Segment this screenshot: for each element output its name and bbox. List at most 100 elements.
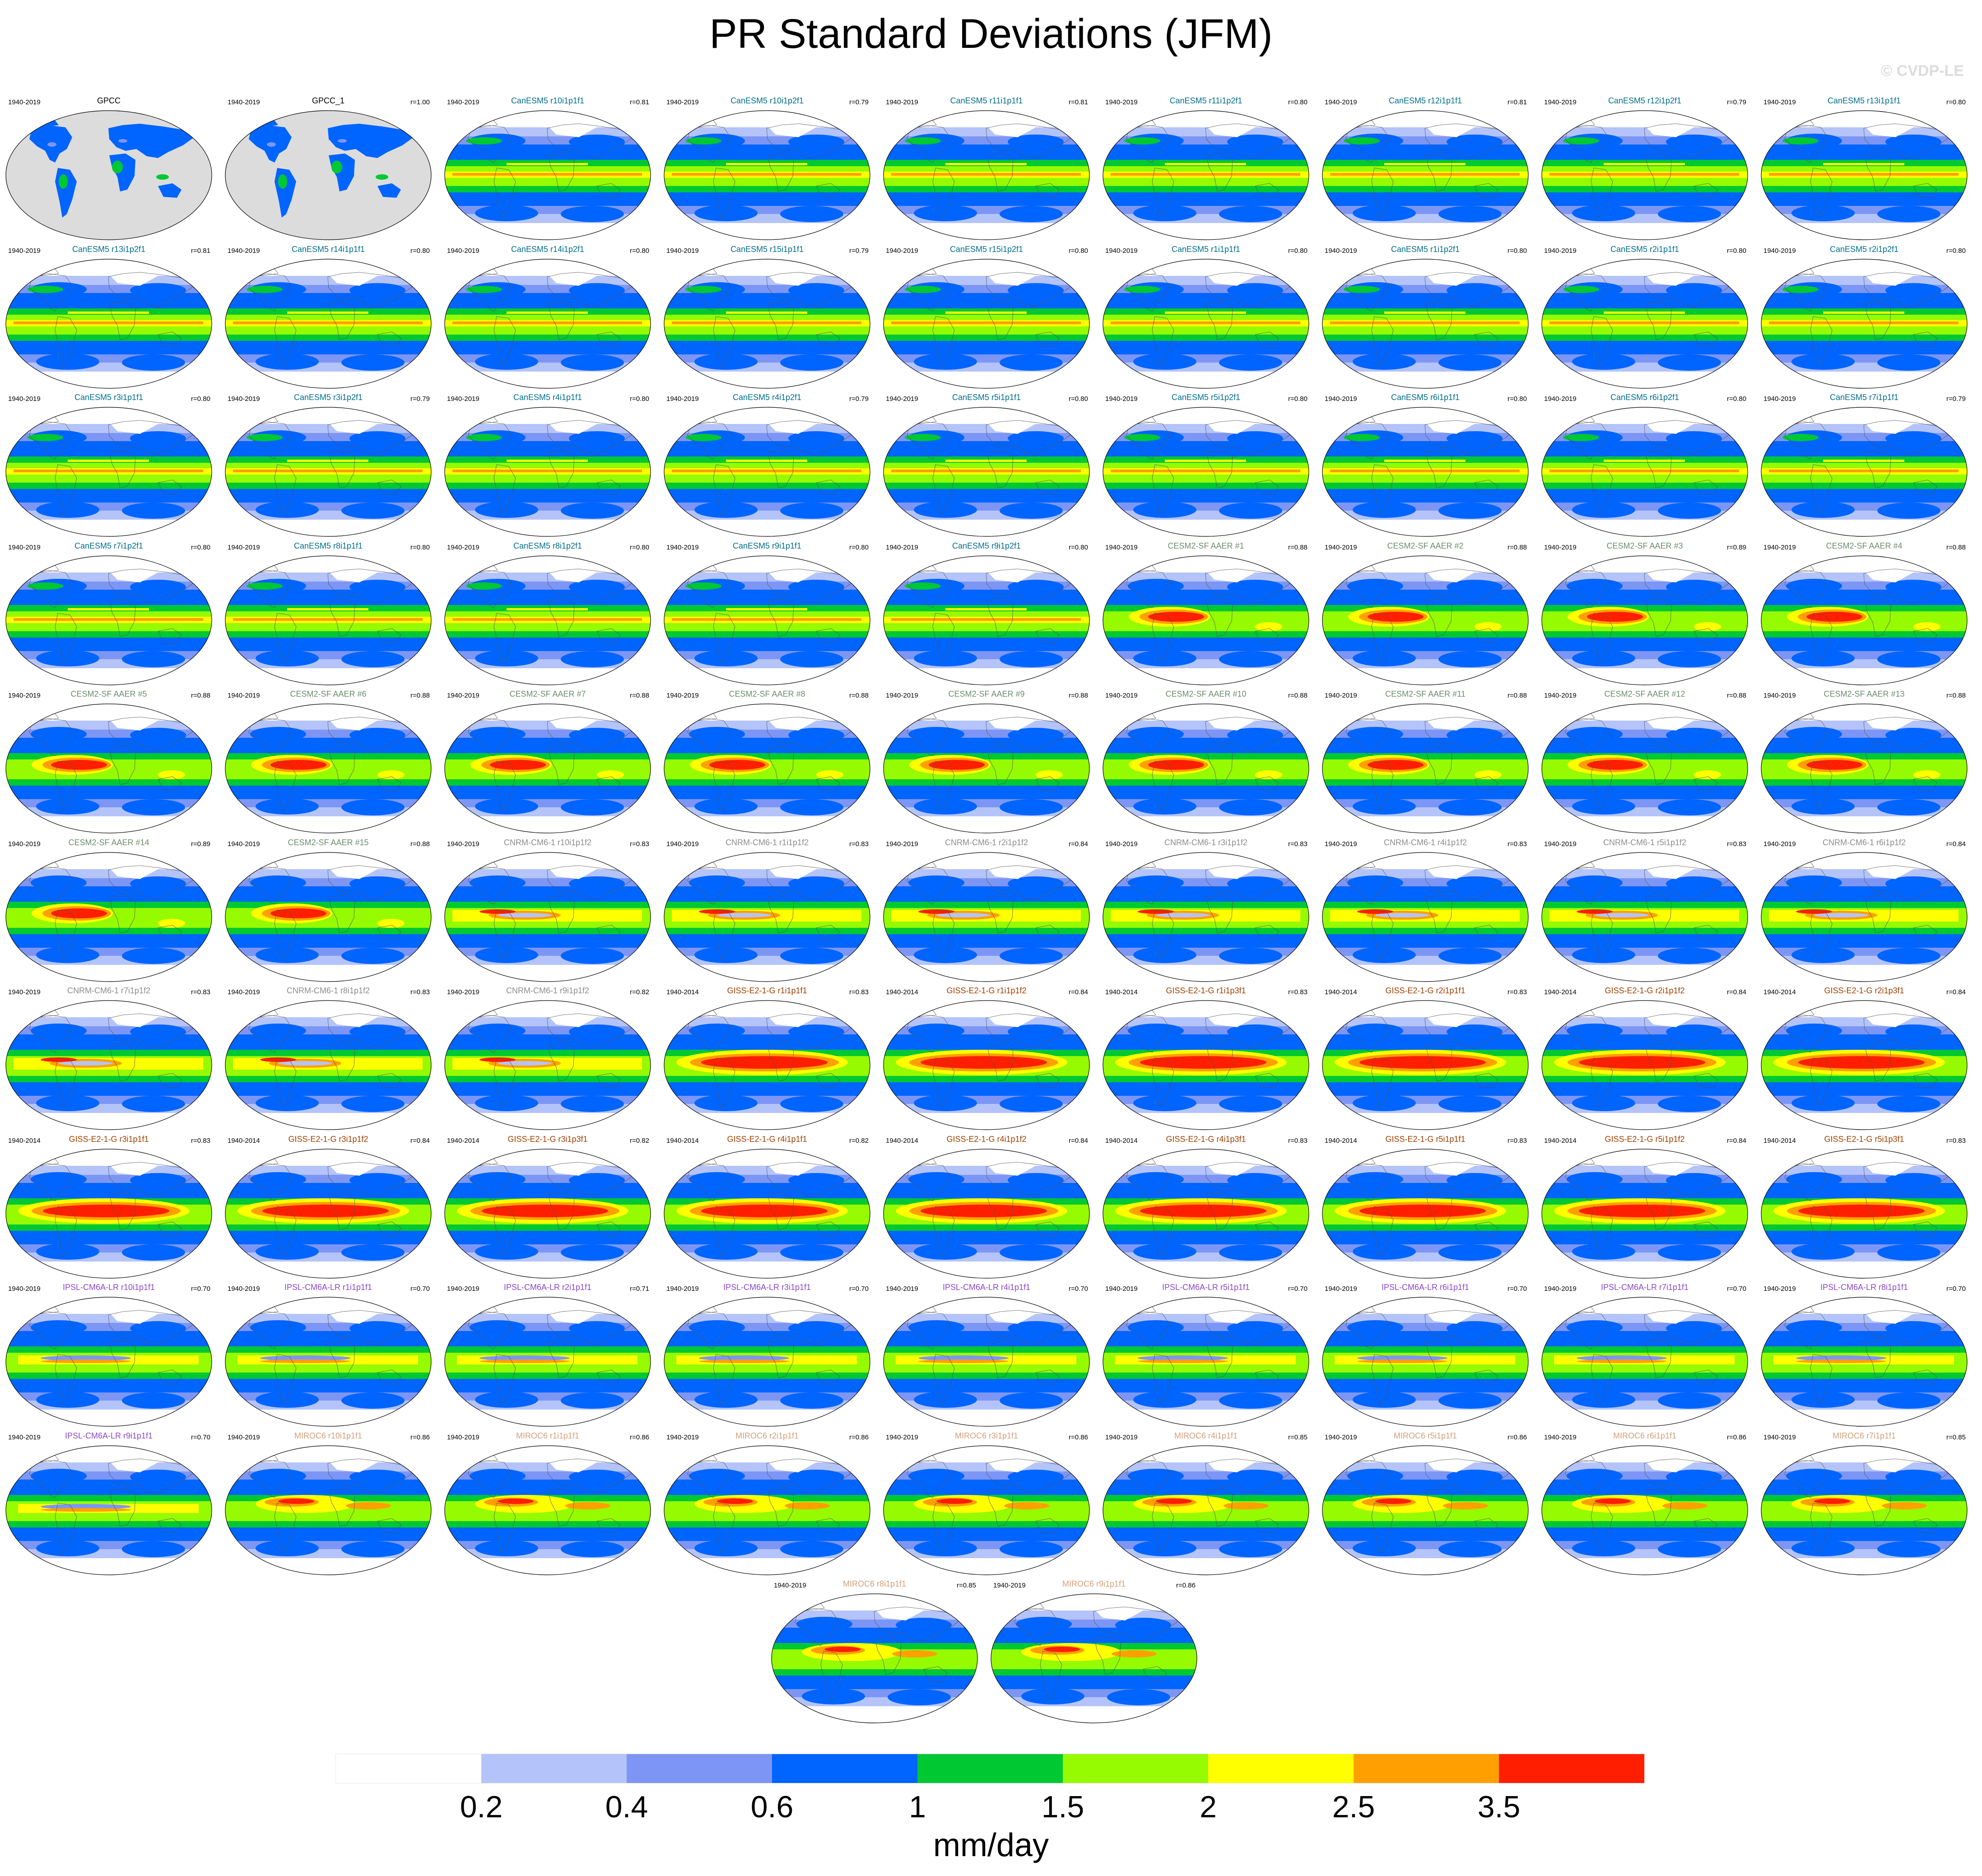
panel-years: 1940-2019 [228, 988, 260, 996]
map-panel: 1940-2019 CanESM5 r3i1p2f1 r=0.79 [221, 392, 435, 540]
map-panel: 1940-2019 MIROC6 r7i1p1f1 r=0.85 [1757, 1431, 1971, 1579]
panel-title: IPSL-CM6A-LR r9i1p1f1 [65, 1431, 153, 1440]
panel-years: 1940-2019 [1325, 543, 1357, 551]
map-panel-grid: 1940-2019 GPCC 1940-2019 GPCC_1 r=1.00 1940-2… [2, 96, 1971, 1723]
map-panel: 1940-2019 CNRM-CM6-1 r7i1p1f2 r=0.83 [2, 986, 216, 1134]
panel-years: 1940-2019 [666, 840, 699, 848]
panel-years: 1940-2019 [1544, 543, 1577, 551]
panel-correlation: r=0.83 [1507, 988, 1527, 996]
colorbar-swatch [1499, 1754, 1644, 1783]
precip-std-map [225, 1000, 432, 1130]
precip-std-map [1761, 407, 1968, 537]
precip-std-map [1103, 703, 1309, 833]
panel-correlation: r=0.79 [1727, 98, 1746, 106]
panel-title: CESM2-SF AAER #15 [288, 838, 369, 847]
map-panel: 1940-2014 GISS-E2-1-G r4i1p1f2 r=0.84 [879, 1134, 1093, 1282]
panel-title: MIROC6 r4i1p1f1 [1174, 1431, 1238, 1440]
colorbar-swatch [336, 1754, 481, 1783]
panel-correlation: r=0.80 [1069, 395, 1088, 403]
precip-std-map [1322, 407, 1529, 537]
precip-std-map [1322, 703, 1529, 833]
panel-years: 1940-2019 [1544, 840, 1577, 848]
panel-years: 1940-2019 [1105, 395, 1138, 403]
precip-std-map [1322, 1297, 1529, 1427]
panel-title: MIROC6 r9i1p1f1 [1062, 1579, 1126, 1588]
panel-title: CNRM-CM6-1 r1i1p1f2 [725, 838, 809, 847]
colorbar-tick-label: 0.4 [605, 1790, 648, 1824]
precip-std-map [5, 852, 212, 982]
precip-std-map [444, 703, 651, 833]
panel-years: 1940-2019 [447, 395, 479, 403]
panel-title: CanESM5 r11i1p2f1 [1169, 96, 1242, 105]
panel-title: CanESM5 r7i1p1f1 [1829, 393, 1899, 402]
panel-correlation: r=0.80 [191, 543, 210, 551]
panel-correlation: r=0.80 [1946, 98, 1966, 106]
panel-correlation: r=0.80 [1069, 543, 1088, 551]
panel-years: 1940-2019 [1105, 543, 1138, 551]
panel-correlation: r=0.80 [1069, 247, 1088, 255]
map-panel: 1940-2019 CanESM5 r6i1p2f1 r=0.80 [1538, 392, 1752, 540]
panel-title: CESM2-SF AAER #6 [290, 689, 367, 698]
panel-correlation: r=0.88 [1727, 692, 1746, 699]
panel-correlation: r=0.88 [410, 692, 430, 699]
precip-std-map [225, 110, 432, 240]
colorbar-units-label: mm/day [933, 1827, 1049, 1863]
panel-title: CanESM5 r14i1p2f1 [511, 244, 585, 254]
map-panel: 1940-2019 IPSL-CM6A-LR r7i1p1f1 r=0.70 [1538, 1282, 1752, 1430]
panel-title: CNRM-CM6-1 r7i1p1f2 [67, 986, 151, 995]
precip-std-map [771, 1593, 978, 1723]
panel-years: 1940-2019 [1544, 395, 1577, 403]
precip-std-map [225, 1148, 432, 1279]
panel-years: 1940-2019 [666, 1433, 699, 1441]
precip-std-map [1322, 110, 1529, 240]
panel-title: CanESM5 r3i1p1f1 [74, 393, 144, 402]
map-panel: 1940-2019 GPCC_1 r=1.00 [221, 96, 435, 244]
panel-years: 1940-2014 [1544, 988, 1577, 996]
map-panel: 1940-2019 CNRM-CM6-1 r8i1p1f2 r=0.83 [221, 986, 435, 1134]
panel-years: 1940-2019 [993, 1582, 1026, 1589]
precip-std-map [664, 555, 870, 685]
map-panel: 1940-2019 CNRM-CM6-1 r4i1p1f2 r=0.83 [1318, 838, 1532, 986]
precip-std-map [444, 1445, 651, 1575]
panel-title: CanESM5 r1i1p1f1 [1171, 244, 1241, 254]
panel-title: CanESM5 r8i1p1f1 [293, 541, 363, 550]
precip-std-map [5, 258, 212, 389]
panel-title: CanESM5 r9i1p1f1 [732, 541, 802, 550]
panel-years: 1940-2019 [886, 692, 918, 699]
precip-std-map [5, 703, 212, 833]
map-panel: 1940-2019 CESM2-SF AAER #1 r=0.88 [1099, 541, 1313, 689]
precip-std-map [1541, 555, 1748, 685]
map-panel: 1940-2019 MIROC6 r5i1p1f1 r=0.86 [1318, 1431, 1532, 1579]
panel-years: 1940-2019 [1763, 395, 1796, 403]
cvdp-watermark: © CVDP-LE [1881, 62, 1964, 79]
panel-title: CNRM-CM6-1 r5i1p1f2 [1603, 838, 1687, 847]
panel-correlation: r=0.88 [1288, 543, 1307, 551]
panel-years: 1940-2019 [1763, 840, 1796, 848]
panel-correlation: r=0.70 [1946, 1285, 1966, 1293]
panel-years: 1940-2019 [228, 1285, 260, 1293]
panel-years: 1940-2019 [1325, 692, 1357, 699]
precip-std-map [1761, 110, 1968, 240]
colorbar: 0.2 0.4 0.6 1 1.5 2 2.5 3.5 mm/day [0, 1747, 1982, 1876]
panel-correlation: r=0.86 [1069, 1433, 1088, 1441]
panel-correlation: r=0.80 [1727, 247, 1746, 255]
panel-correlation: r=0.81 [1069, 98, 1088, 106]
panel-title: CanESM5 r15i1p1f1 [730, 244, 804, 254]
precip-std-map [225, 703, 432, 833]
panel-years: 1940-2019 [447, 840, 479, 848]
panel-years: 1940-2019 [1763, 1433, 1796, 1441]
panel-correlation: r=0.84 [1069, 1136, 1088, 1145]
precip-std-map [664, 1148, 870, 1279]
map-panel: 1940-2014 GISS-E2-1-G r3i1p1f2 r=0.84 [221, 1134, 435, 1282]
panel-years: 1940-2019 [1105, 247, 1138, 255]
panel-correlation: r=0.80 [630, 395, 649, 403]
panel-years: 1940-2014 [886, 988, 918, 996]
precip-std-map [5, 1148, 212, 1279]
panel-years: 1940-2019 [447, 543, 479, 551]
precip-std-map [664, 703, 870, 833]
precip-std-map [225, 1445, 432, 1575]
map-panel: 1940-2019 CNRM-CM6-1 r10i1p1f2 r=0.83 [441, 838, 655, 986]
panel-title: GISS-E2-1-G r2i1p1f1 [1385, 986, 1466, 995]
panel-title: CanESM5 r9i1p2f1 [952, 541, 1021, 550]
precip-std-map [5, 1445, 212, 1575]
